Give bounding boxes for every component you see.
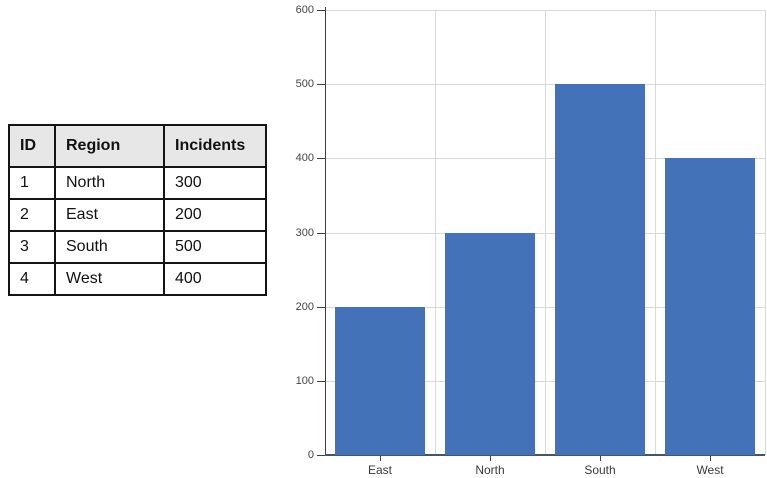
table-header-row: ID Region Incidents xyxy=(8,124,267,168)
x-axis-tick xyxy=(600,456,601,461)
cell-id: 2 xyxy=(8,198,56,232)
y-tick-label: 500 xyxy=(295,78,314,91)
cell-region: West xyxy=(54,262,165,296)
cell-region: North xyxy=(54,166,165,200)
x-axis-line xyxy=(325,454,765,456)
y-axis-tick xyxy=(317,455,325,456)
cell-incidents: 500 xyxy=(163,230,267,264)
y-axis-tick xyxy=(317,380,325,382)
y-axis-tick xyxy=(317,232,325,234)
y-axis-tick xyxy=(317,158,325,160)
y-axis-tick xyxy=(317,306,325,308)
header-cell-id: ID xyxy=(8,124,56,168)
y-tick-label: 0 xyxy=(307,449,314,461)
incident-table: ID Region Incidents 1 North 300 2 East 2… xyxy=(8,124,267,296)
table-row: 2 East 200 xyxy=(8,198,267,232)
gridline-vertical xyxy=(765,10,766,455)
y-tick-label: 600 xyxy=(295,4,314,16)
x-category-label: West xyxy=(696,463,724,477)
y-tick-label: 200 xyxy=(295,300,314,313)
x-axis-tick xyxy=(710,456,711,461)
cell-incidents: 400 xyxy=(163,262,267,296)
cell-incidents: 200 xyxy=(163,198,267,232)
incident-table-container: ID Region Incidents 1 North 300 2 East 2… xyxy=(8,124,267,296)
x-category-label: South xyxy=(584,463,616,477)
y-tick-label: 400 xyxy=(295,152,314,165)
header-cell-incidents: Incidents xyxy=(163,124,267,168)
table-row: 3 South 500 xyxy=(8,230,267,264)
bar-west xyxy=(665,158,755,455)
y-axis-tick xyxy=(317,84,325,86)
bar-north xyxy=(445,232,535,455)
y-tick-label: 300 xyxy=(295,226,314,239)
table-row: 1 North 300 xyxy=(8,166,267,200)
x-category-label: East xyxy=(367,463,392,477)
bar-east xyxy=(335,306,425,455)
bar-south xyxy=(555,84,645,455)
cell-region: South xyxy=(54,230,165,264)
cell-id: 3 xyxy=(8,230,56,264)
x-axis-tick xyxy=(490,456,491,461)
cell-region: East xyxy=(54,198,165,232)
gridline-vertical xyxy=(655,10,656,455)
cell-incidents: 300 xyxy=(163,166,267,200)
x-category-label: North xyxy=(475,463,505,477)
header-cell-region: Region xyxy=(54,124,165,168)
x-axis-tick xyxy=(380,456,381,461)
bar-chart: 0 100 200 300 400 500 600 East North South West xyxy=(280,0,767,478)
y-axis-line xyxy=(325,7,326,456)
cell-id: 1 xyxy=(8,166,56,200)
cell-id: 4 xyxy=(8,262,56,296)
table-row: 4 West 400 xyxy=(8,262,267,296)
gridline-vertical xyxy=(545,10,546,455)
y-tick-label: 100 xyxy=(295,374,314,387)
gridline-vertical xyxy=(435,10,436,455)
y-axis-tick xyxy=(317,10,325,11)
